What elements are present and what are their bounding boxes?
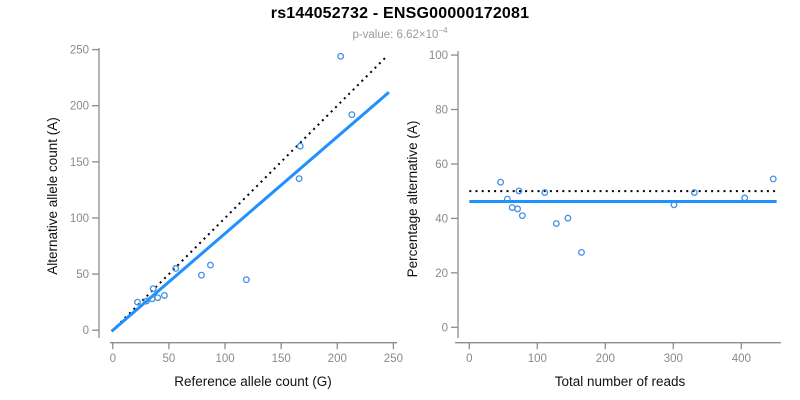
pvalue-label: p-value: [352, 28, 397, 41]
left-plot-x-axis-title: Reference allele count (G) [174, 374, 332, 389]
right-plot-data-point [552, 220, 560, 228]
left-plot-y-tick-label: 250 [70, 45, 89, 57]
figure-subtitle: p-value: 6.62×10−4 [0, 26, 800, 41]
right-plot-data-point [515, 187, 523, 195]
left-plot-y-tick-label: 150 [70, 157, 89, 169]
right-plot-data-point [508, 204, 516, 211]
right-plot-data-point [564, 214, 572, 222]
left-plot-data-point [143, 297, 150, 305]
right-plot-x-tick-label: 0 [466, 353, 472, 365]
left-plot-data-point [154, 294, 162, 302]
right-plot-y-tick-label: 60 [435, 159, 448, 171]
pvalue-mantissa: 6.62×10 [396, 28, 439, 41]
left-plot-y-tick-label: 0 [83, 325, 89, 337]
right-plot-y-tick-label: 40 [435, 213, 448, 225]
left-plot-y-tick-label: 200 [70, 101, 89, 113]
right-plot-data-point [670, 201, 678, 209]
identity-line [110, 55, 388, 333]
right-plot-data-point [578, 248, 585, 256]
right-plot-y-axis-title: Percentage alternative (A) [405, 121, 420, 278]
right-plot-y-tick-label: 100 [429, 50, 448, 62]
right-plot-x-axis-title: Total number of reads [555, 374, 686, 389]
right-plot-data-point [769, 175, 777, 183]
right-plot-x-tick-label: 400 [732, 353, 751, 365]
left-plot-data-point [296, 142, 304, 150]
right-plot-x-tick-label: 300 [664, 353, 683, 365]
left-plot-x-tick-label: 0 [110, 353, 116, 365]
left-plot-data-point [172, 265, 180, 272]
left-plot-data-point [295, 175, 303, 183]
left-plot-data-point [198, 271, 205, 279]
left-plot-x-tick-label: 150 [272, 353, 291, 365]
left-plot-y-axis-title: Alternative allele count (A) [45, 117, 60, 275]
left-plot-x-tick-label: 200 [328, 353, 347, 365]
right-plot-data-point [503, 195, 511, 203]
left-plot-y-tick-label: 100 [70, 213, 89, 225]
right-plot-y-tick-label: 20 [435, 268, 448, 280]
right-plot-y-tick-label: 80 [435, 105, 448, 117]
left-plot-data-point [348, 111, 356, 119]
left-plot-data-point [206, 261, 214, 269]
left-plot-x-tick-label: 50 [163, 353, 176, 365]
left-plot-data-point [242, 276, 250, 284]
right-plot-data-point [741, 194, 749, 202]
right-plot-data-point [690, 189, 698, 196]
right-plot-data-point [497, 178, 505, 186]
left-plot-data-point [149, 285, 157, 293]
left-plot-x-tick-label: 100 [215, 353, 234, 365]
left-plot-data-point [337, 52, 345, 60]
left-plot-x-tick-label: 250 [384, 353, 403, 365]
right-plot-x-tick-label: 100 [528, 353, 547, 365]
left-plot-data-point [160, 291, 168, 299]
left-plot-data-point [134, 298, 141, 306]
right-plot-x-tick-label: 200 [596, 353, 615, 365]
right-plot-data-point [541, 189, 549, 196]
figure-title: rs144052732 - ENSG00000172081 [270, 5, 530, 22]
left-plot-y-tick-label: 50 [76, 269, 89, 281]
pvalue-exponent: −4 [438, 26, 448, 35]
right-plot-data-point [514, 205, 522, 213]
regression-line [110, 91, 390, 333]
right-plot-y-tick-label: 0 [442, 322, 448, 334]
right-plot-data-point [518, 212, 526, 220]
